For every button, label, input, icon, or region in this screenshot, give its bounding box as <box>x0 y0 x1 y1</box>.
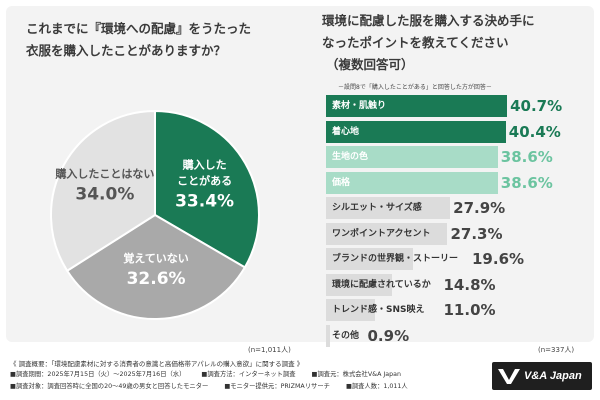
bar-value-7: 14.8% <box>443 275 496 294</box>
bar-value-6: 19.6% <box>472 250 525 268</box>
bar-label-4: シルエット・サイズ感 <box>332 203 422 213</box>
bar-value-0: 40.7% <box>510 97 563 115</box>
bar-label-6: ブランドの世界観・ストーリー <box>332 254 459 264</box>
left-sample-size: (n=1,011人) <box>248 346 291 354</box>
pie-chart: 購入したことがある 33.4% 覚えていない 32.6% 購入したことはない 34.0% <box>50 110 260 320</box>
company-logo: V&A Japan <box>492 362 592 390</box>
survey-count: ■調査人数：1,011人 <box>345 383 408 390</box>
left-question-line2: 衣服を購入したことがありますか？ <box>26 43 227 58</box>
bar-1 <box>326 120 506 143</box>
pie-label-1-line1: 覚えていない <box>122 251 188 265</box>
left-question-line1: これまでに『環境への配慮』をうたった <box>26 21 252 36</box>
footer-line-1: ■調査期間：2025年7月15日（火）〜2025年7月16日（水） ■調査方法：… <box>10 369 415 378</box>
pie-slice-0 <box>154 110 260 269</box>
bar-4 <box>326 197 451 219</box>
survey-target: ■調査対象：調査回答時に全国の20〜49歳の男女と回答したモニター <box>10 383 209 390</box>
bar-value-5: 27.3% <box>450 224 503 243</box>
pie-slice-2 <box>50 110 156 273</box>
survey-provider: ■モニター提供元：PRIZMAリサーチ <box>224 383 330 390</box>
bar-label-1: 着心地 <box>332 126 360 137</box>
bar-label-3: 価格 <box>332 177 351 188</box>
logo-text: V&A Japan <box>524 370 582 382</box>
pie-label-0-line2: ことがある <box>177 174 232 188</box>
bar-value-8: 11.0% <box>443 301 496 319</box>
right-question-line2: なったポイントを教えてください <box>322 35 509 50</box>
pie-value-2: 34.0% <box>75 184 134 204</box>
bar-9 <box>326 324 330 347</box>
bar-3 <box>326 171 498 194</box>
bar-value-3: 38.6% <box>500 173 553 192</box>
pie-slice-1 <box>65 213 247 320</box>
right-question-note: －設問8で「購入したことがある」と回答した方が回答－ <box>338 84 492 91</box>
survey-method: ■調査方法：インターネット調査 <box>201 371 296 378</box>
bar-value-1: 40.4% <box>508 122 561 141</box>
bar-value-9: 0.9% <box>367 326 410 345</box>
pie-value-1: 32.6% <box>127 269 186 289</box>
right-sample-size: (n=337人) <box>538 346 575 354</box>
footer-line-2: ■調査対象：調査回答時に全国の20〜49歳の男女と回答したモニター ■モニター提… <box>10 381 422 390</box>
bar-5 <box>326 222 448 245</box>
survey-period: ■調査期間：2025年7月15日（火）〜2025年7月16日（水） <box>10 371 186 378</box>
pie-label-2-line1: 購入したことはない <box>54 166 154 180</box>
bar-label-8: トレンド感・SNS映え <box>332 305 425 315</box>
pie-label-0-line1: 購入した <box>182 158 227 172</box>
right-question-line3: （複数回答可） <box>326 57 414 72</box>
bar-label-2: 生地の色 <box>332 152 369 162</box>
right-question-title: 環境に配慮した服を購入する決め手に なったポイントを教えてください （複数回答可… <box>322 10 592 76</box>
bar-8 <box>326 299 375 321</box>
bar-value-4: 27.9% <box>453 199 506 217</box>
bar-2 <box>326 146 498 168</box>
bar-7 <box>326 273 392 296</box>
bar-label-7: 環境に配慮されているか <box>332 279 431 290</box>
va-logo-icon <box>498 369 520 384</box>
pie-value-0: 33.4% <box>175 192 234 212</box>
right-question-line1: 環境に配慮した服を購入する決め手に <box>322 13 535 28</box>
bar-6 <box>326 248 414 270</box>
bar-label-9: その他 <box>332 330 360 341</box>
survey-title: 《 調査概要：「環境配慮素材に対する消費者の意識と高価格帯アパレルの購入意欲」に… <box>10 360 304 368</box>
bar-label-5: ワンポイントアクセント <box>332 228 431 239</box>
left-question-title: これまでに『環境への配慮』をうたった 衣服を購入したことがありますか？ <box>26 18 286 62</box>
bar-label-0: 素材・肌触り <box>332 101 387 111</box>
bar-0 <box>326 95 508 117</box>
survey-company: ■調査元：株式会社V&A Japan <box>311 371 401 378</box>
bar-value-2: 38.6% <box>500 148 553 166</box>
